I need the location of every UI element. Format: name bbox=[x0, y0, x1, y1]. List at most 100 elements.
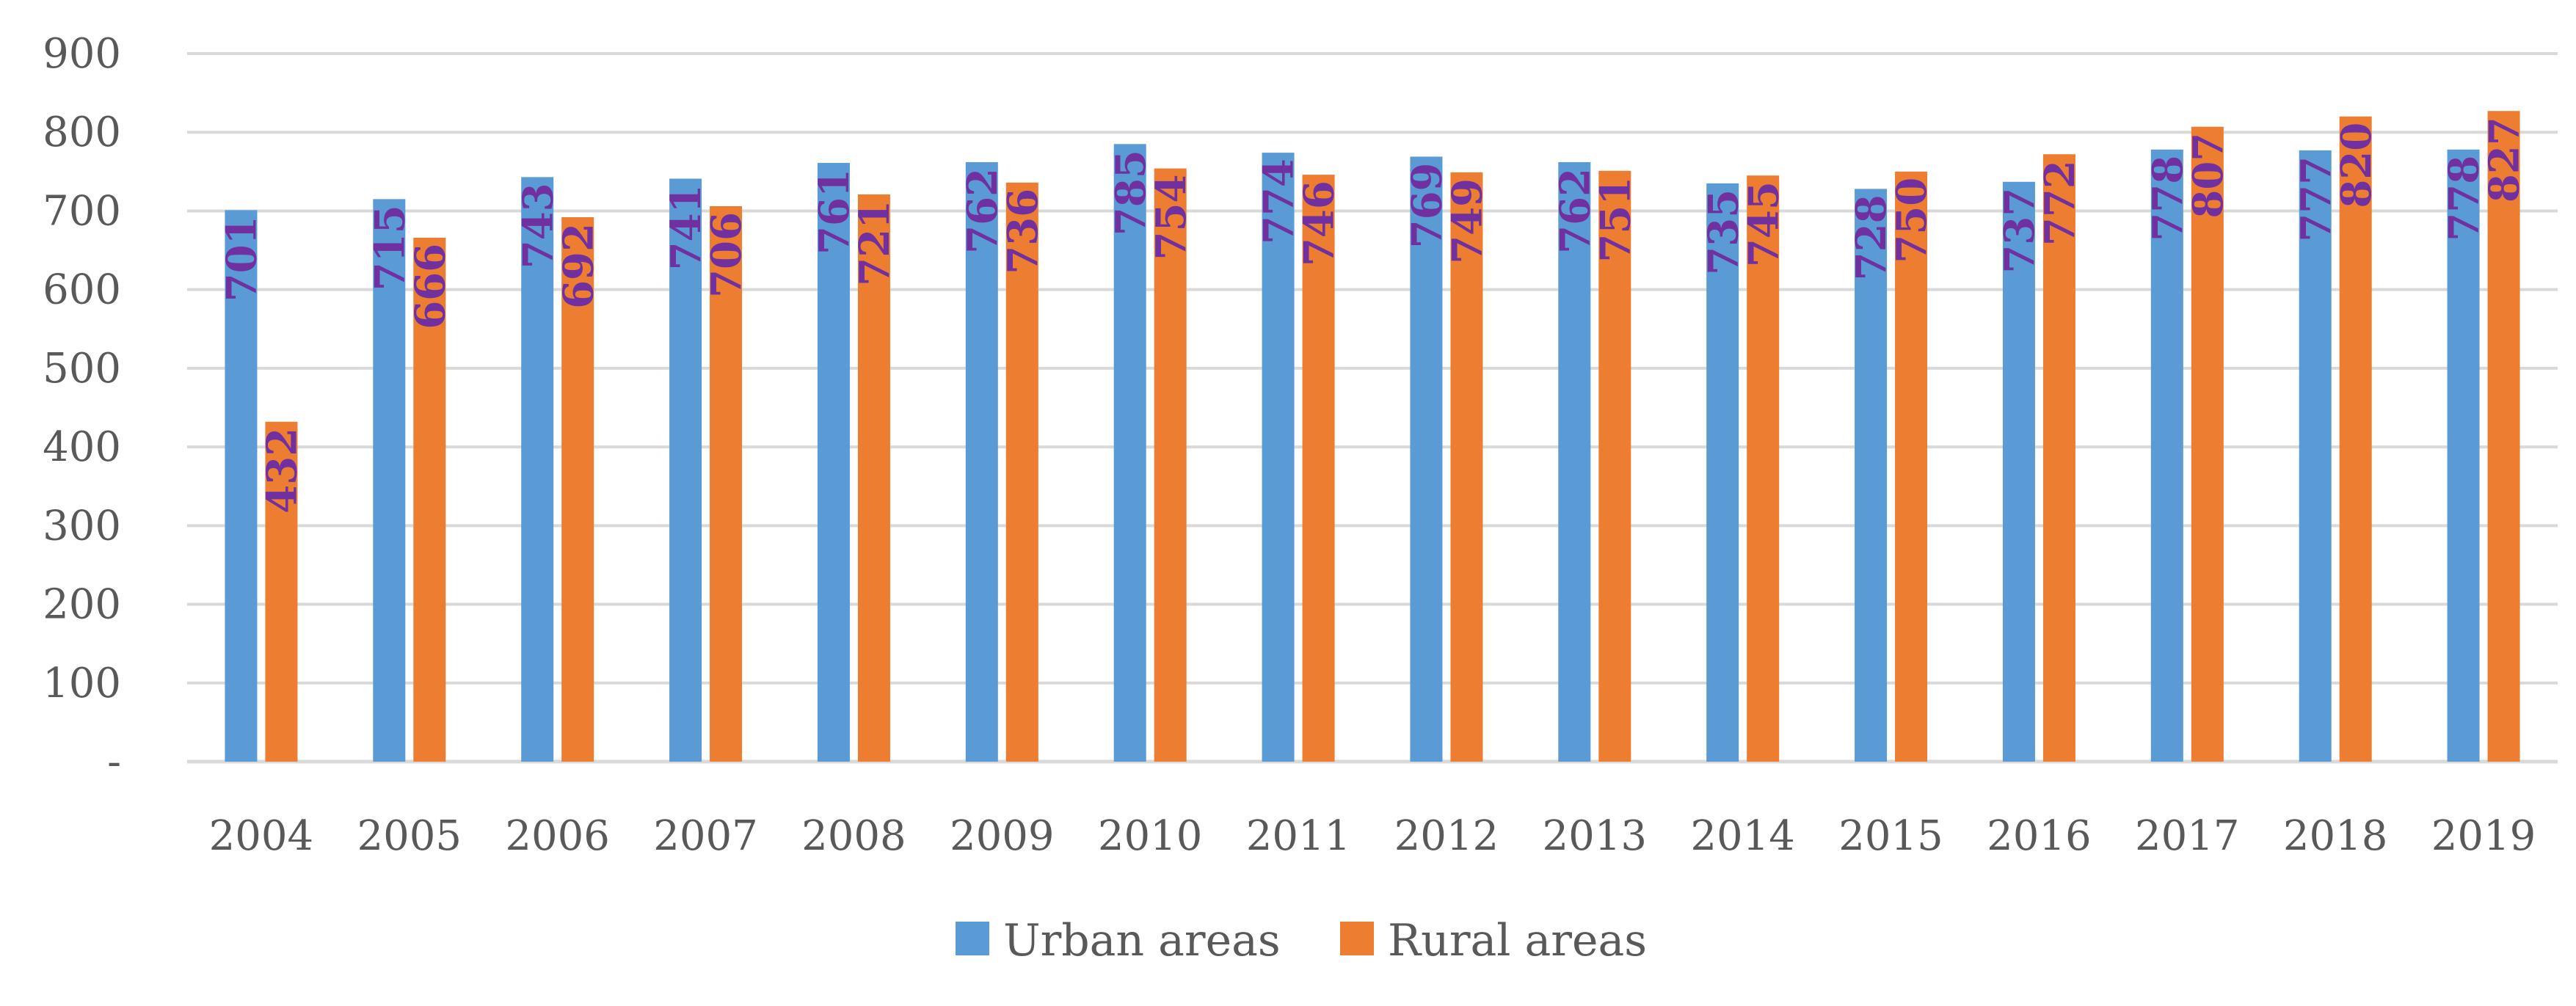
bar-rural-2014 bbox=[1747, 175, 1780, 762]
x-axis-ticks: 2004 2005 2006 2007 2008 2009 2010 2011 2012 2013… bbox=[209, 812, 2536, 860]
bar-urban-2017 bbox=[2150, 149, 2183, 762]
bar-urban-2006 bbox=[521, 177, 554, 762]
bar-rural-2012 bbox=[1450, 172, 1483, 762]
x-tick-label: 2019 bbox=[2431, 812, 2536, 860]
data-label: 701 bbox=[218, 216, 266, 302]
bar-urban-2010 bbox=[1113, 144, 1146, 762]
x-tick-label: 2012 bbox=[1394, 812, 1499, 860]
data-label: 741 bbox=[662, 184, 710, 270]
bar-rural-2006 bbox=[561, 217, 594, 762]
x-tick-label: 2004 bbox=[209, 812, 314, 860]
bar-rural-2007 bbox=[710, 206, 743, 762]
data-label: 743 bbox=[514, 183, 562, 269]
bar-urban-2012 bbox=[1410, 156, 1443, 762]
data-label: 737 bbox=[1995, 188, 2044, 274]
data-label: 735 bbox=[1699, 189, 1747, 275]
legend-swatch-rural bbox=[1340, 922, 1374, 955]
data-label: 820 bbox=[2332, 123, 2381, 208]
data-label: 745 bbox=[1739, 181, 1788, 267]
bar-rural-2017 bbox=[2191, 126, 2224, 762]
y-tick-label: - bbox=[107, 738, 121, 786]
x-tick-label: 2016 bbox=[1987, 812, 2092, 860]
x-tick-label: 2017 bbox=[2135, 812, 2240, 860]
data-label: 728 bbox=[1847, 194, 1896, 280]
x-tick-label: 2018 bbox=[2283, 812, 2388, 860]
y-tick-label: 700 bbox=[43, 187, 121, 235]
y-axis-ticks: - 100 200 300 400 500 600 700 800 900 bbox=[43, 30, 121, 786]
data-label: 736 bbox=[999, 189, 1047, 274]
data-label: 432 bbox=[258, 428, 307, 514]
data-label: 772 bbox=[2036, 160, 2084, 246]
legend: Urban areas Rural areas bbox=[956, 915, 1647, 966]
bar-urban-2004 bbox=[225, 210, 258, 762]
x-tick-label: 2006 bbox=[505, 812, 610, 860]
y-tick-label: 500 bbox=[43, 345, 121, 393]
data-label: 715 bbox=[365, 205, 414, 291]
data-label: 706 bbox=[702, 212, 751, 298]
bar-urban-2011 bbox=[1262, 153, 1295, 762]
data-label: 785 bbox=[1107, 150, 1155, 236]
data-label: 777 bbox=[2292, 156, 2340, 242]
y-tick-label: 900 bbox=[43, 30, 121, 78]
data-label: 746 bbox=[1295, 181, 1344, 266]
data-label: 774 bbox=[1255, 158, 1303, 244]
x-tick-label: 2009 bbox=[950, 812, 1055, 860]
bar-urban-2008 bbox=[817, 163, 850, 762]
data-label: 750 bbox=[1888, 178, 1936, 263]
bar-urban-2019 bbox=[2447, 149, 2480, 762]
bar-urban-2016 bbox=[2002, 181, 2035, 762]
data-label: 721 bbox=[851, 200, 899, 286]
legend-label-rural: Rural areas bbox=[1388, 915, 1647, 966]
data-label: 751 bbox=[1591, 177, 1640, 263]
data-label: 769 bbox=[1403, 162, 1452, 248]
bars bbox=[225, 111, 2520, 762]
bar-urban-2014 bbox=[1706, 183, 1739, 762]
bar-rural-2010 bbox=[1154, 168, 1187, 762]
bar-rural-2008 bbox=[857, 194, 890, 762]
data-label: 807 bbox=[2184, 133, 2233, 219]
bar-rural-2005 bbox=[413, 237, 446, 762]
data-label: 778 bbox=[2144, 156, 2192, 241]
bar-urban-2009 bbox=[965, 161, 998, 762]
x-tick-label: 2007 bbox=[653, 812, 758, 860]
bar-rural-2018 bbox=[2339, 116, 2372, 762]
data-label: 754 bbox=[1147, 175, 1196, 260]
y-tick-label: 400 bbox=[43, 423, 121, 471]
data-label: 666 bbox=[406, 244, 454, 329]
x-tick-label: 2015 bbox=[1838, 812, 1943, 860]
data-label: 762 bbox=[1551, 168, 1599, 254]
bar-rural-2015 bbox=[1895, 171, 1928, 762]
data-label: 827 bbox=[2481, 117, 2529, 203]
x-tick-label: 2011 bbox=[1246, 812, 1351, 860]
bar-urban-2018 bbox=[2299, 150, 2332, 762]
x-tick-label: 2010 bbox=[1098, 812, 1203, 860]
y-tick-label: 600 bbox=[43, 266, 121, 314]
y-tick-label: 200 bbox=[43, 581, 121, 629]
bar-urban-2013 bbox=[1558, 161, 1591, 762]
x-tick-label: 2005 bbox=[357, 812, 462, 860]
bar-rural-2009 bbox=[1005, 182, 1038, 762]
bar-rural-2013 bbox=[1598, 170, 1631, 762]
x-tick-label: 2008 bbox=[801, 812, 906, 860]
x-tick-label: 2014 bbox=[1690, 812, 1795, 860]
data-label: 749 bbox=[1444, 178, 1492, 264]
bar-urban-2015 bbox=[1855, 189, 1888, 762]
bar-urban-2007 bbox=[669, 178, 702, 762]
data-label: 778 bbox=[2440, 156, 2489, 241]
bar-rural-2019 bbox=[2487, 111, 2520, 762]
y-tick-label: 800 bbox=[43, 109, 121, 156]
y-tick-label: 100 bbox=[43, 660, 121, 707]
bar-rural-2004 bbox=[265, 421, 298, 762]
data-label: 762 bbox=[958, 168, 1007, 254]
legend-label-urban: Urban areas bbox=[1003, 915, 1281, 966]
y-tick-label: 300 bbox=[43, 502, 121, 550]
legend-swatch-urban bbox=[956, 922, 989, 955]
bar-rural-2016 bbox=[2042, 154, 2075, 762]
bar-urban-2005 bbox=[373, 199, 406, 762]
x-tick-label: 2013 bbox=[1543, 812, 1648, 860]
bar-rural-2011 bbox=[1302, 175, 1335, 762]
data-label: 692 bbox=[554, 223, 603, 309]
